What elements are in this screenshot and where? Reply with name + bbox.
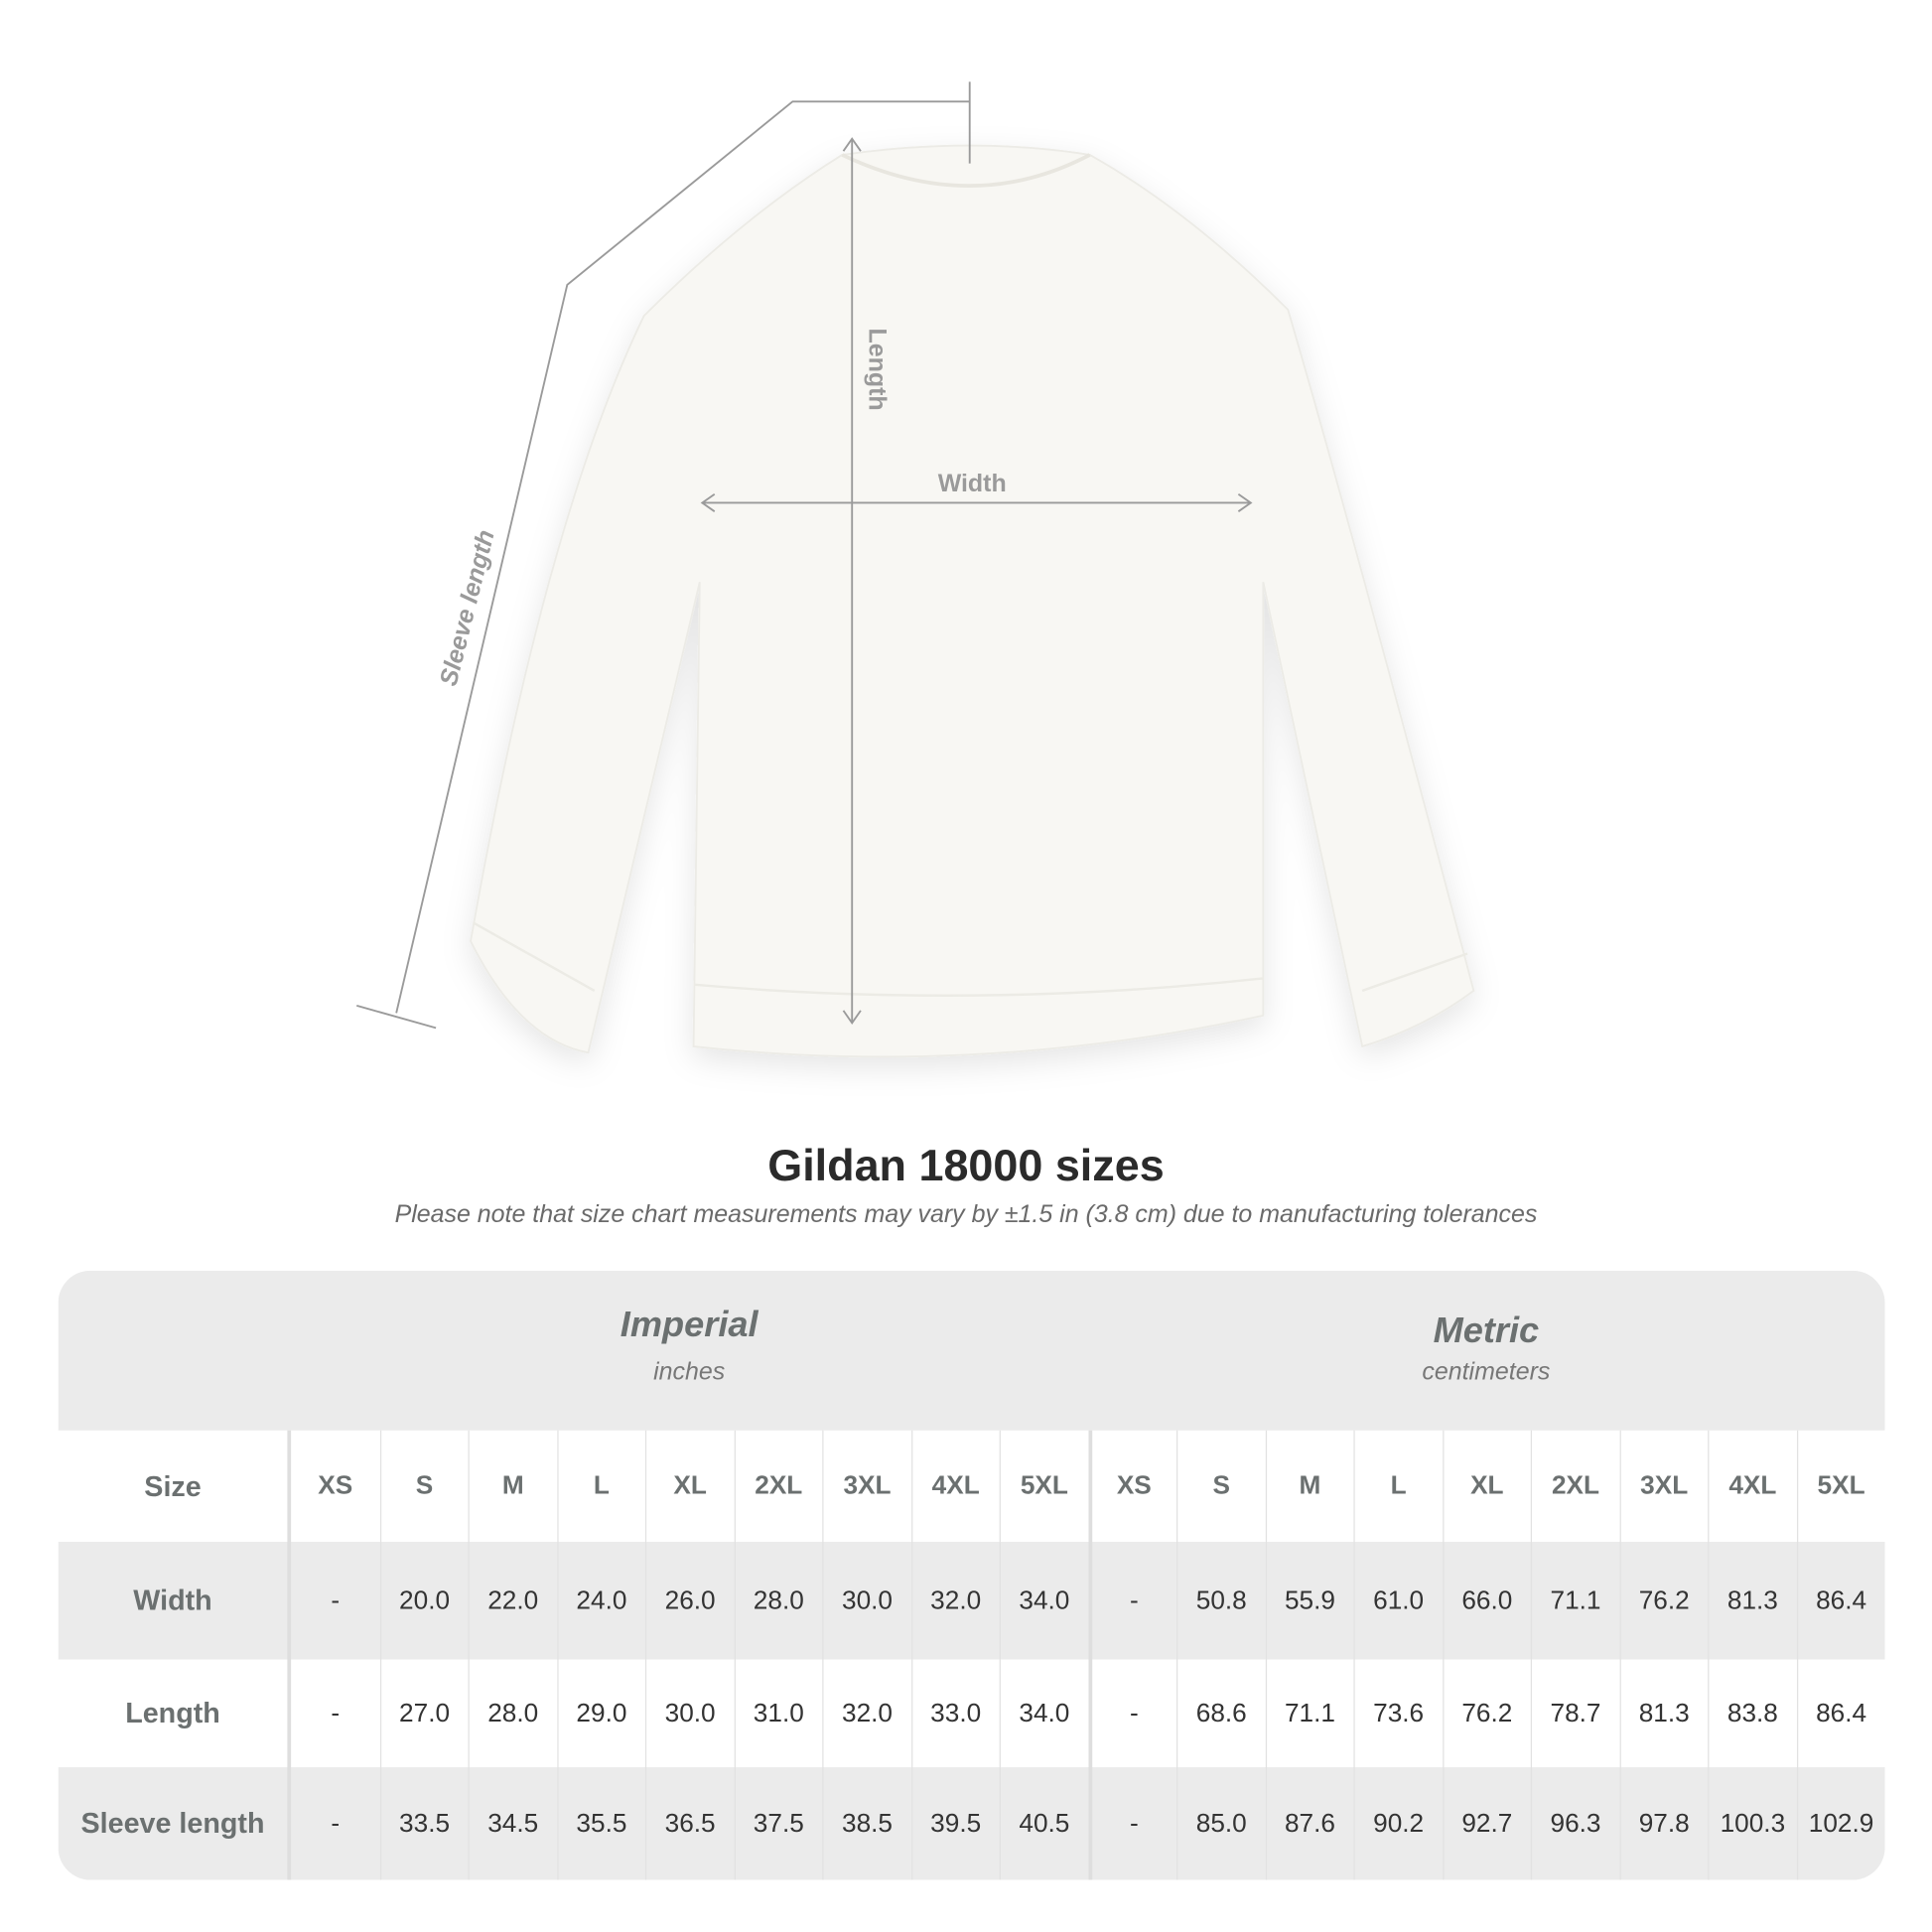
table-cell: 30.0 xyxy=(644,1659,734,1768)
length-label: Length xyxy=(864,329,892,411)
table-cell: 90.2 xyxy=(1353,1767,1442,1880)
table-cell: 3XL xyxy=(1618,1430,1708,1543)
table-cell: - xyxy=(331,1586,341,1614)
sweatshirt-image xyxy=(470,144,1475,1058)
table-cell: L xyxy=(556,1430,645,1543)
table-cell: 100.3 xyxy=(1708,1767,1796,1880)
table-cell: 34.0 xyxy=(999,1659,1088,1768)
table-cell: - xyxy=(1087,1659,1176,1768)
table-cell: 68.6 xyxy=(1176,1659,1265,1768)
table-cell: 34.5 xyxy=(468,1767,557,1880)
table-cell: S xyxy=(379,1430,468,1543)
row-label: Width xyxy=(59,1542,292,1660)
row-label: Size xyxy=(59,1430,292,1543)
table-cell: 22.0 xyxy=(468,1542,557,1660)
table-cell: 86.4 xyxy=(1796,1542,1884,1660)
table-cell: 37.5 xyxy=(734,1767,822,1880)
table-cell: 71.1 xyxy=(1265,1659,1353,1768)
table-row: Sleeve length - 33.5 34.5 35.5 36.5 37.5 38.5 3… xyxy=(58,1767,1885,1880)
table-cell: 2XL xyxy=(734,1430,822,1543)
table-cell: 85.0 xyxy=(1176,1767,1265,1880)
table-cell: 71.1 xyxy=(1530,1542,1619,1660)
row-label: Sleeve length xyxy=(59,1767,292,1880)
table-cell: 20.0 xyxy=(379,1542,468,1660)
measure-lines xyxy=(355,81,1253,1030)
table-cell: 28.0 xyxy=(734,1542,822,1660)
table-cell: 29.0 xyxy=(556,1659,645,1768)
table-cell: 24.0 xyxy=(556,1542,645,1660)
table-cell: 83.8 xyxy=(1708,1659,1796,1768)
size-row: Size XS S M L XL 2XL 3XL 4XL 5XL XS S M L XL 2XL 3XL 4XL… xyxy=(59,1430,1885,1543)
table-cell: 39.5 xyxy=(910,1767,999,1880)
table-cell: 66.0 xyxy=(1442,1542,1531,1660)
chart-title: Gildan 18000 sizes xyxy=(767,1139,1165,1190)
table-cell: XS xyxy=(1087,1430,1176,1543)
table-cell: 76.2 xyxy=(1618,1542,1708,1660)
table-cell: XS xyxy=(318,1470,353,1500)
tolerance-note: Please note that size chart measurements… xyxy=(394,1200,1538,1229)
table-cell: 31.0 xyxy=(734,1659,822,1768)
table-cell: 32.0 xyxy=(910,1542,999,1660)
table-cell: 86.4 xyxy=(1796,1659,1884,1768)
table-cell: 55.9 xyxy=(1265,1542,1353,1660)
table-cell: 5XL xyxy=(999,1430,1088,1543)
table-cell: 3XL xyxy=(822,1430,910,1543)
table-cell: 81.3 xyxy=(1618,1659,1708,1768)
table-cell: 34.0 xyxy=(999,1542,1088,1660)
table-cell: 4XL xyxy=(910,1430,999,1543)
table-cell: 81.3 xyxy=(1708,1542,1796,1660)
table-cell: 5XL xyxy=(1796,1430,1884,1543)
size-table: Imperial inches Metric centimeters Size … xyxy=(58,1270,1885,1880)
table-cell: 30.0 xyxy=(822,1542,910,1660)
sleeve-length-label: Sleeve length xyxy=(435,527,500,689)
table-cell: 102.9 xyxy=(1796,1767,1884,1880)
table-cell: 33.5 xyxy=(379,1767,468,1880)
table-row: Width -20.0 22.0 24.0 26.0 28.0 30.0 32.0 34.0-… xyxy=(58,1542,1885,1660)
table-header-band: Imperial inches Metric centimeters xyxy=(58,1270,1885,1431)
group-name: Imperial xyxy=(620,1305,759,1345)
row-label: Length xyxy=(59,1659,292,1768)
table-cell: 50.8 xyxy=(1176,1542,1265,1660)
table-cell: - xyxy=(331,1698,341,1727)
table-cell: L xyxy=(1353,1430,1442,1543)
imperial-group: Imperial inches xyxy=(291,1306,1087,1387)
table-cell: M xyxy=(468,1430,557,1543)
table-cell: 73.6 xyxy=(1353,1659,1442,1768)
group-name: Metric xyxy=(1433,1311,1540,1351)
metric-group: Metric centimeters xyxy=(1087,1311,1884,1387)
table-cell: 27.0 xyxy=(379,1659,468,1768)
table-cell: 38.5 xyxy=(822,1767,910,1880)
table-cell: XL xyxy=(1442,1430,1531,1543)
table-cell: 76.2 xyxy=(1442,1659,1531,1768)
table-cell: 32.0 xyxy=(822,1659,910,1768)
table-cell: M xyxy=(1265,1430,1353,1543)
table-cell: 35.5 xyxy=(556,1767,645,1880)
table-cell: 2XL xyxy=(1530,1430,1619,1543)
group-unit: inches xyxy=(653,1358,726,1386)
table-cell: S xyxy=(1176,1430,1265,1543)
table-cell: - xyxy=(1087,1767,1176,1880)
table-cell: XL xyxy=(644,1430,734,1543)
table-cell: 28.0 xyxy=(468,1659,557,1768)
table-cell: 97.8 xyxy=(1618,1767,1708,1880)
table-cell: 4XL xyxy=(1708,1430,1796,1543)
table-row: Length - 27.0 28.0 29.0 30.0 31.0 32.0 33.0 34.0… xyxy=(59,1659,1885,1768)
table-cell: 87.6 xyxy=(1265,1767,1353,1880)
table-cell: 96.3 xyxy=(1530,1767,1619,1880)
group-unit: centimeters xyxy=(1422,1358,1551,1386)
table-cell: 78.7 xyxy=(1530,1659,1619,1768)
table-cell: 61.0 xyxy=(1353,1542,1442,1660)
table-cell: 33.0 xyxy=(910,1659,999,1768)
sweatshirt-diagram: Length Width Sleeve length xyxy=(355,81,1475,1058)
table-cell: 40.5 xyxy=(999,1767,1088,1880)
table-cell: 36.5 xyxy=(644,1767,734,1880)
table-cell: 92.7 xyxy=(1442,1767,1531,1880)
table-cell: - xyxy=(331,1808,341,1838)
table-cell: 26.0 xyxy=(644,1542,734,1660)
table-cell: - xyxy=(1087,1542,1176,1660)
width-label: Width xyxy=(938,470,1007,497)
